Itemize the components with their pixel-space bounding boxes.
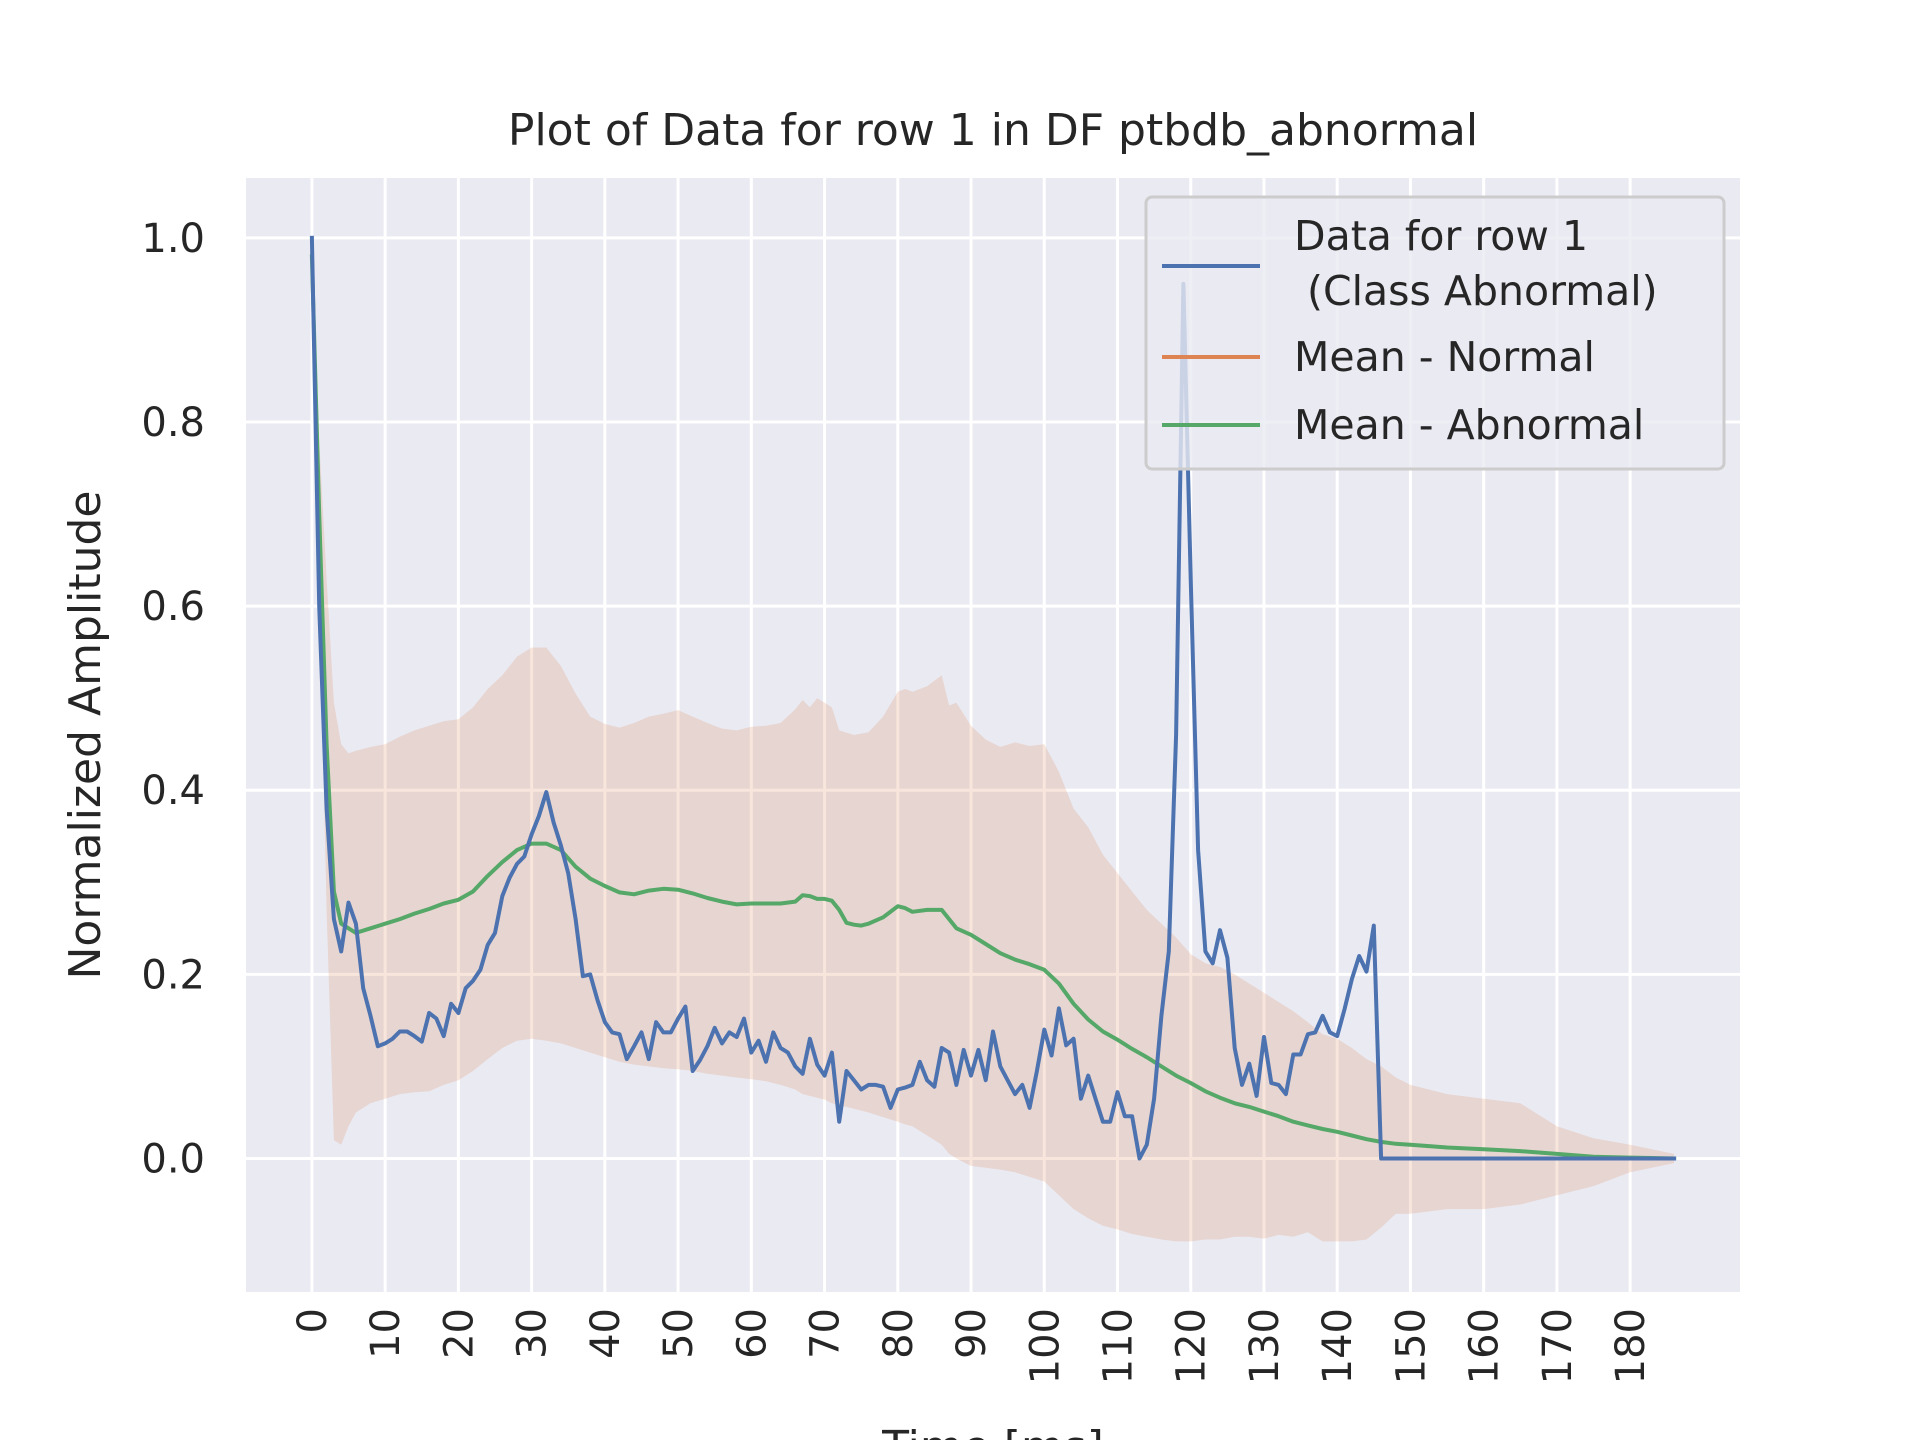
y-axis-label: Normalized Amplitude [60,491,111,980]
legend-label-1: Mean - Normal [1294,333,1595,381]
y-tick-label-5: 1.0 [141,216,205,262]
y-tick-label-2: 0.4 [141,768,205,814]
legend-label-2: Mean - Abnormal [1294,401,1644,449]
y-tick-labels: 0.0 0.2 0.4 0.6 0.8 1.0 [141,216,205,1183]
legend-label-0: Data for row 1 (Class Abnormal) [1294,212,1658,315]
y-tick-label-3: 0.6 [141,584,205,630]
y-tick-label-4: 0.8 [141,400,205,446]
x-axis-label: Time [ms] [881,1422,1104,1440]
x-tick-label-2: 20 [436,1308,482,1359]
x-tick-label-3: 30 [510,1308,556,1359]
x-tick-label-6: 60 [729,1308,775,1359]
legend: Data for row 1 (Class Abnormal) Mean - No… [1144,195,1726,471]
x-tick-label-1: 10 [363,1308,409,1359]
x-tick-label-11: 110 [1096,1308,1142,1384]
x-tick-label-9: 90 [949,1308,995,1359]
x-tick-label-13: 130 [1242,1308,1288,1384]
x-tick-label-7: 70 [803,1308,849,1359]
plot-content [309,235,1677,1242]
x-tick-label-10: 100 [1022,1308,1068,1384]
series-line-2 [309,254,1677,1161]
x-tick-label-4: 40 [583,1308,629,1359]
x-tick-label-18: 180 [1608,1308,1654,1384]
x-tick-label-5: 50 [656,1308,702,1359]
x-tick-label-0: 0 [290,1308,336,1333]
y-tick-label-1: 0.2 [141,952,205,998]
std-band-normal [311,237,1675,1242]
x-grid [310,178,1632,1292]
x-tick-label-12: 120 [1169,1308,1215,1384]
chart-title: Plot of Data for row 1 in DF ptbdb_abnor… [508,105,1478,156]
x-tick-label-8: 80 [876,1308,922,1359]
x-tick-labels: 0 10 20 30 40 50 60 70 80 90 100 110 120 130 140 150 160… [290,1308,1654,1384]
x-tick-label-17: 170 [1535,1308,1581,1384]
x-tick-label-15: 150 [1388,1308,1434,1384]
legend-box [1144,195,1726,471]
y-tick-label-0: 0.0 [141,1137,205,1183]
series-line-0 [309,235,1677,1161]
x-tick-label-14: 140 [1315,1308,1361,1384]
x-tick-label-16: 160 [1462,1308,1508,1384]
